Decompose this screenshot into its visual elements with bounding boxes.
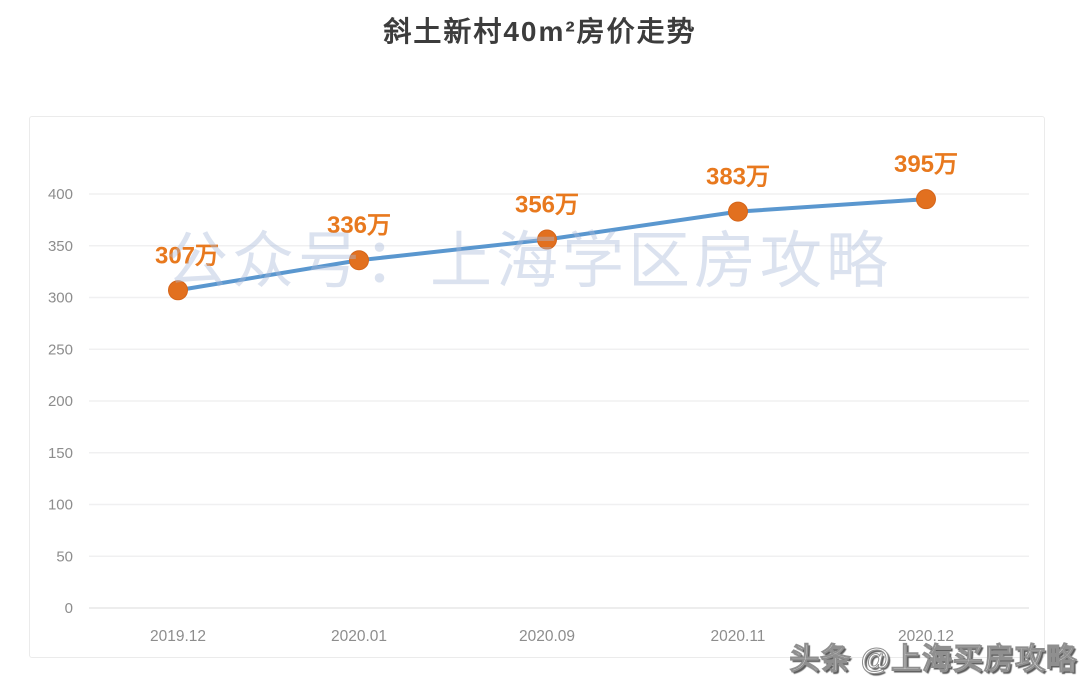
- data-point-label: 356万: [515, 192, 579, 219]
- data-point-label: 395万: [894, 151, 958, 178]
- chart-title: 斜土新村40m²房价走势: [383, 16, 697, 47]
- x-tick-label: 2019.12: [150, 628, 206, 645]
- y-tick-label: 50: [56, 548, 73, 565]
- y-tick-label: 250: [48, 341, 73, 358]
- y-tick-label: 0: [65, 600, 73, 617]
- data-point-2019.12[interactable]: [168, 280, 188, 301]
- data-point-2020.12[interactable]: [916, 189, 936, 210]
- data-point-2020.09[interactable]: [537, 229, 557, 250]
- x-tick-label: 2020.09: [519, 628, 575, 645]
- data-point-label: 383万: [706, 164, 770, 191]
- chart-card: 0 50 100 150 200 250 300 350 400 2019.12 2020.01 20…: [29, 116, 1045, 658]
- data-point-label: 336万: [327, 212, 391, 239]
- x-tick-label: 2020.12: [898, 628, 954, 645]
- x-tick-label: 2020.01: [331, 628, 387, 645]
- y-tick-label: 150: [48, 445, 73, 462]
- y-tick-label: 200: [48, 393, 73, 410]
- branding-watermark: 头条 @上海买房攻略: [789, 643, 1077, 677]
- price-line-chart: 0 50 100 150 200 250 300 350 400 2019.12 2020.01 20…: [48, 151, 1029, 645]
- y-tick-label: 300: [48, 290, 73, 307]
- data-point-label: 307万: [155, 242, 219, 269]
- y-tick-label: 350: [48, 238, 73, 255]
- y-tick-label: 100: [48, 497, 73, 514]
- y-tick-label: 400: [48, 186, 73, 203]
- x-tick-label: 2020.11: [711, 628, 766, 645]
- data-point-2020.11[interactable]: [728, 201, 748, 222]
- data-point-2020.01[interactable]: [349, 250, 369, 271]
